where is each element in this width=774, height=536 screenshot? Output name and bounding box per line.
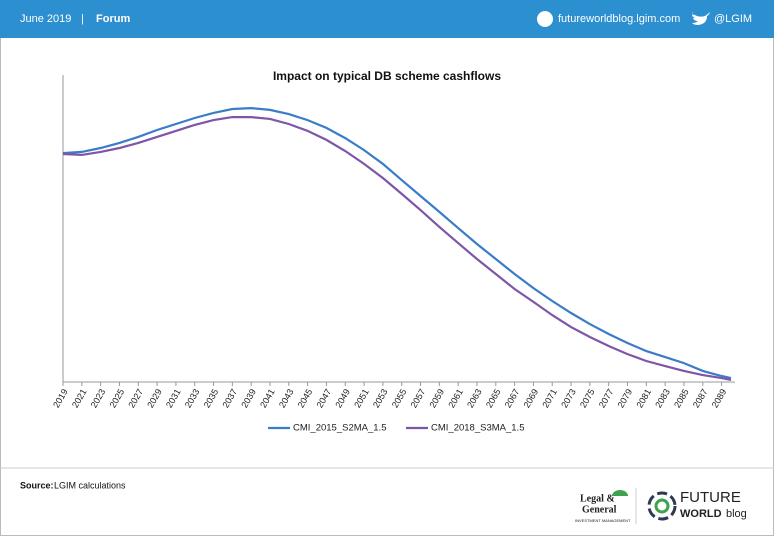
fw-ring	[647, 491, 677, 521]
series-line	[62, 106, 732, 380]
lg-top: Legal &	[580, 493, 615, 504]
fw-top: FUTURE	[680, 489, 741, 506]
source-label: Source:	[20, 480, 54, 490]
legend-label: CMI_2015_S2MA_1.5	[293, 423, 386, 434]
header-site[interactable]: futureworldblog.lgim.com	[558, 13, 680, 25]
lg-sub: INVESTMENT MANAGEMENT	[575, 518, 631, 523]
header-bar	[0, 0, 774, 38]
chart-title: Impact on typical DB scheme cashflows	[273, 69, 501, 83]
fw-inner	[654, 498, 670, 514]
legend-label: CMI_2018_S3MA_1.5	[431, 423, 524, 434]
source-text: LGIM calculations	[54, 480, 126, 490]
series-line	[62, 116, 732, 381]
www-icon	[537, 11, 553, 27]
fw-bottom: WORLD	[680, 508, 722, 520]
header-section[interactable]: Forum	[96, 13, 130, 25]
lg-bottom: General	[582, 504, 617, 515]
header-date: June 2019	[20, 13, 71, 25]
header-twitter[interactable]: @LGIM	[714, 13, 752, 25]
fw-blog: blog	[726, 508, 747, 520]
twitter-icon	[692, 11, 710, 25]
header-separator: |	[81, 13, 84, 25]
umbrella	[612, 490, 628, 496]
